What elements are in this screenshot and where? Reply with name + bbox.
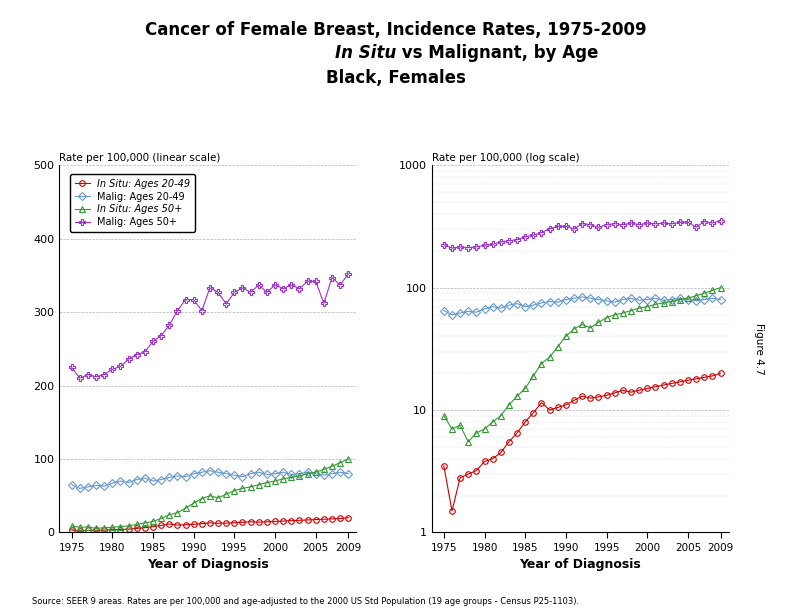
Text: Figure 4.7: Figure 4.7: [754, 323, 763, 375]
Text: Black, Females: Black, Females: [326, 69, 466, 86]
Text: Rate per 100,000 (linear scale): Rate per 100,000 (linear scale): [59, 153, 221, 163]
X-axis label: Year of Diagnosis: Year of Diagnosis: [147, 558, 268, 572]
Text: Cancer of Female Breast, Incidence Rates, 1975-2009: Cancer of Female Breast, Incidence Rates…: [145, 21, 647, 39]
X-axis label: Year of Diagnosis: Year of Diagnosis: [520, 558, 641, 572]
Text: Source: SEER 9 areas. Rates are per 100,000 and age-adjusted to the 2000 US Std : Source: SEER 9 areas. Rates are per 100,…: [32, 597, 579, 606]
Legend: In Situ: Ages 20-49, Malig: Ages 20-49, In Situ: Ages 50+, Malig: Ages 50+: In Situ: Ages 20-49, Malig: Ages 20-49, …: [70, 174, 196, 232]
Text: In Situ: In Situ: [335, 44, 396, 62]
Text: Rate per 100,000 (log scale): Rate per 100,000 (log scale): [432, 153, 579, 163]
Text: vs Malignant, by Age: vs Malignant, by Age: [396, 44, 599, 62]
